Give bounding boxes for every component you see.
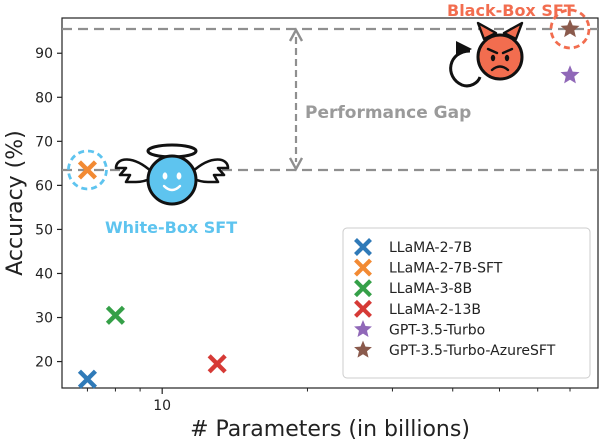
point-llama-2-7b xyxy=(77,369,97,389)
point-llama-3-8b xyxy=(105,305,125,325)
x-axis-label: # Parameters (in billions) xyxy=(190,417,470,442)
legend: LLaMA-2-7B LLaMA-2-7B-SFT LLaMA-3-8B LLaMA-… xyxy=(342,227,591,379)
y-tick-label: 70 xyxy=(35,134,53,150)
gap-arrow-head-top xyxy=(288,27,304,42)
y-tick-label: 90 xyxy=(35,46,53,62)
legend-marker-llama-2-7b xyxy=(354,238,372,256)
legend-marker-llama-3-8b xyxy=(354,279,372,298)
white-box-highlight-circle xyxy=(67,149,108,191)
legend-box xyxy=(342,227,591,379)
data-points xyxy=(77,19,580,389)
gap-arrow-head-bottom xyxy=(288,157,304,172)
x-axis-ticks: 10 xyxy=(86,388,571,414)
point-llama-2-13b xyxy=(207,354,227,374)
legend-label-gpt-3-5-turbo-azuresft: GPT-3.5-Turbo-AzureSFT xyxy=(389,343,556,359)
y-tick-label: 60 xyxy=(35,178,53,194)
y-tick-label: 30 xyxy=(35,311,53,327)
legend-marker-llama-2-13b xyxy=(354,299,372,318)
point-llama-2-7b-sft xyxy=(77,160,97,180)
performance-gap-arrow xyxy=(288,27,304,172)
legend-label-llama-2-13b: LLaMA-2-13B xyxy=(389,302,481,318)
white-box-sft-label: White-Box SFT xyxy=(105,218,237,237)
legend-marker-llama-2-7b-sft xyxy=(354,258,372,277)
black-box-highlight-circle xyxy=(549,8,591,50)
legend-label-llama-2-7b: LLaMA-2-7B xyxy=(389,240,472,256)
legend-marker-gpt-3-5-turbo-azuresft xyxy=(354,340,372,358)
performance-gap-label: Performance Gap xyxy=(305,103,471,123)
y-axis-label: Accuracy (%) xyxy=(3,130,28,276)
y-tick-label: 50 xyxy=(35,222,53,238)
plot-frame xyxy=(61,17,599,389)
legend-marker-gpt-3-5-turbo xyxy=(354,320,372,337)
legend-label-llama-2-7b-sft: LLaMA-2-7B-SFT xyxy=(389,261,503,277)
legend-label-gpt-3-5-turbo: GPT-3.5-Turbo xyxy=(389,322,485,338)
legend-label-llama-3-8b: LLaMA-3-8B xyxy=(389,281,472,297)
highlight-circles xyxy=(67,8,591,191)
angel-face-icon xyxy=(114,143,230,206)
point-gpt-3-5-turbo-azuresft xyxy=(560,19,580,38)
black-box-sft-label: Black-Box SFT xyxy=(447,1,575,20)
devil-face-icon xyxy=(449,21,524,88)
y-tick-label: 80 xyxy=(35,90,53,106)
y-axis-ticks: 20 30 40 50 60 70 80 90 xyxy=(35,46,62,371)
y-tick-label: 40 xyxy=(35,266,53,282)
y-tick-label: 20 xyxy=(35,355,53,371)
x-tick-label: 10 xyxy=(153,398,171,414)
point-gpt-3-5-turbo xyxy=(560,65,580,84)
